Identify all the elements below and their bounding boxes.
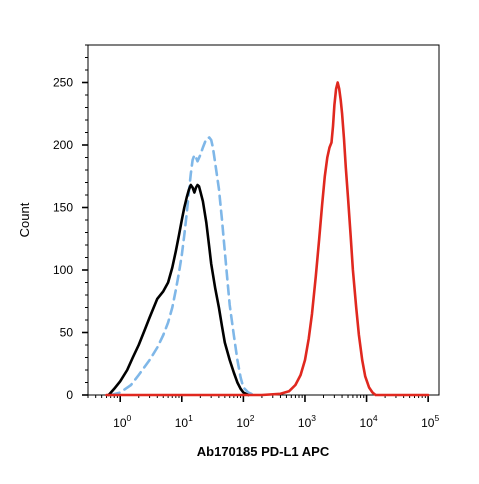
y-tick-label: 150 <box>53 201 73 215</box>
x-tick-label: 105 <box>421 413 439 430</box>
y-tick-label: 50 <box>60 326 74 340</box>
x-tick-label: 102 <box>236 413 254 430</box>
x-tick-exponent: 3 <box>311 413 316 423</box>
x-tick-base: 10 <box>175 416 189 430</box>
x-tick-exponent: 2 <box>250 413 255 423</box>
y-tick-label: 100 <box>53 263 73 277</box>
y-tick-label: 200 <box>53 138 73 152</box>
series-line-1 <box>107 183 250 397</box>
x-tick-exponent: 0 <box>127 413 132 423</box>
y-axis: 0 50 100 150 200 250 <box>53 44 88 402</box>
x-tick-base: 10 <box>298 416 312 430</box>
x-tick-label: 101 <box>175 413 193 430</box>
y-axis-title: Count <box>17 202 32 237</box>
y-tick-label: 250 <box>53 76 73 90</box>
x-tick-exponent: 5 <box>434 413 439 423</box>
x-tick-base: 10 <box>236 416 250 430</box>
x-tick-base: 10 <box>360 416 374 430</box>
x-tick-exponent: 1 <box>188 413 193 423</box>
x-axis: 100 101 102 103 104 105 <box>87 395 439 430</box>
y-tick-label: 0 <box>66 388 73 402</box>
series-layer <box>105 81 430 397</box>
x-tick-label: 103 <box>298 413 316 430</box>
series-line-2 <box>105 81 430 397</box>
series-line-0 <box>109 136 256 397</box>
x-tick-label: 100 <box>113 413 131 430</box>
x-tick-exponent: 4 <box>373 413 378 423</box>
x-axis-title: Ab170185 PD-L1 APC <box>197 444 330 459</box>
x-tick-label: 104 <box>360 413 378 430</box>
x-tick-base: 10 <box>421 416 435 430</box>
x-tick-base: 10 <box>113 416 127 430</box>
